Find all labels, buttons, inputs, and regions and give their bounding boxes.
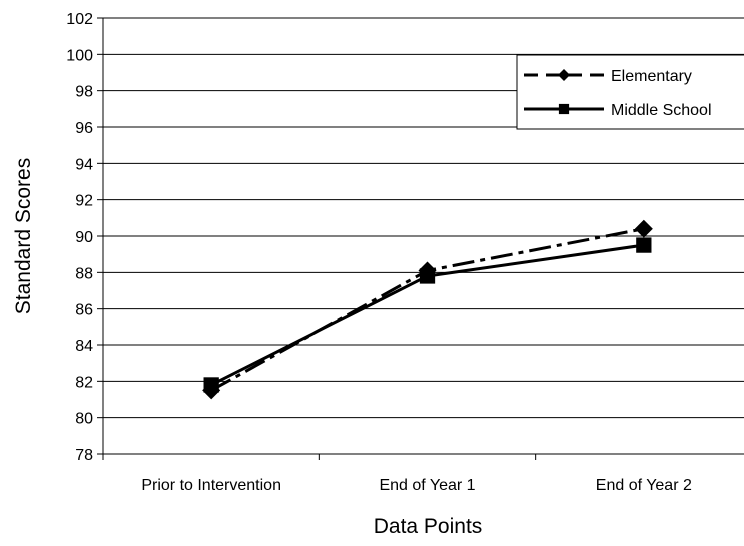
series-layer [202,219,653,400]
series-middle-school [203,237,652,393]
x-axis-ticks: Prior to Intervention End of Year 1 End of… [102,454,692,494]
y-tick-label: 98 [75,84,93,101]
y-tick-label: 86 [75,302,93,319]
data-point [203,377,219,393]
legend-item: Middle School [524,102,712,119]
y-tick-label: 102 [66,11,93,28]
data-point [636,237,652,253]
y-tick-label: 96 [75,120,93,137]
legend-label: Middle School [611,102,712,119]
x-tick-label: Prior to Intervention [141,477,281,494]
y-tick-label: 94 [75,156,93,173]
y-tick-label: 90 [75,229,93,246]
y-axis-title: Standard Scores [12,158,35,314]
y-tick-label: 82 [75,374,93,391]
y-axis-ticks: 78 80 82 84 86 88 90 92 94 96 98 100 102 [66,11,103,464]
legend-box [516,54,744,130]
y-tick-label: 78 [75,447,93,464]
y-tick-label: 88 [75,265,93,282]
legend-label: Elementary [611,68,692,85]
y-tick-label: 92 [75,193,93,210]
x-tick-label: End of Year 2 [596,477,692,494]
data-point [634,219,653,238]
data-point [419,268,436,284]
y-tick-label: 100 [66,47,93,64]
legend: Elementary Middle School [516,54,744,130]
legend-item: Elementary [524,68,692,85]
x-tick-label: End of Year 1 [379,477,475,494]
legend-marker [558,103,570,115]
series-elementary [202,219,653,400]
x-axis-title: Data Points [374,515,483,538]
legend-marker [558,69,570,81]
y-tick-label: 80 [75,411,93,428]
y-tick-label: 84 [75,338,93,355]
